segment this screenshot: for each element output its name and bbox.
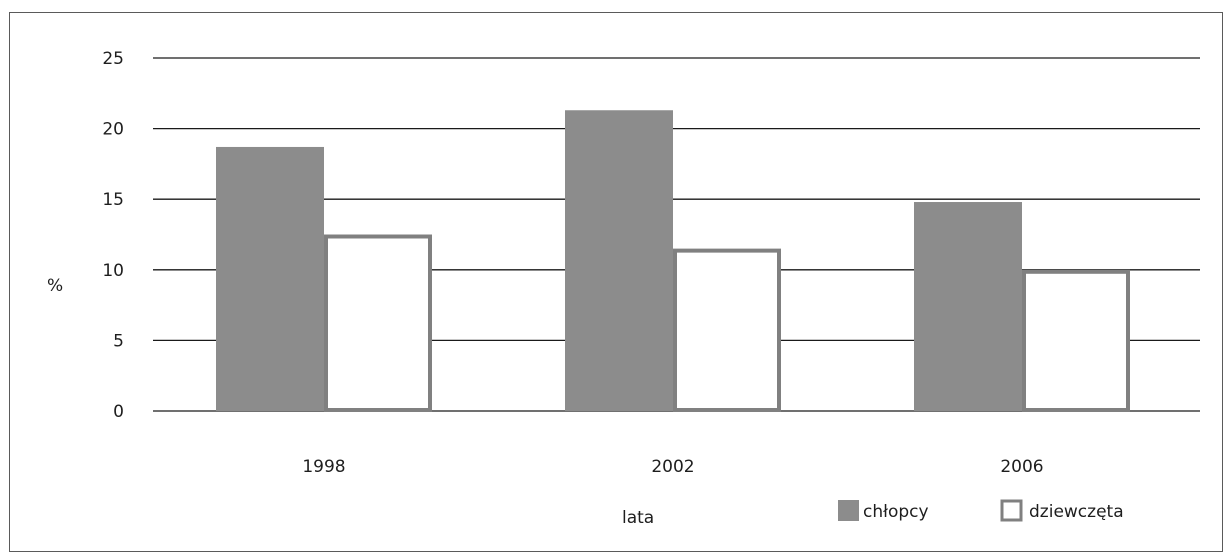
chart-frame: 0 5 10 15 20 25 1998 2002 2006 % lata chłopcy d… [9, 12, 1223, 552]
bar-chlopcy-2002 [565, 110, 673, 411]
legend-label-dziewczeta: dziewczęta [1029, 502, 1124, 522]
y-tick-label: 25 [102, 49, 124, 69]
x-tick-label: 2006 [1000, 457, 1043, 477]
y-tick-label: 0 [113, 402, 124, 422]
legend: chłopcy dziewczęta [838, 499, 1124, 522]
x-tick-label: 1998 [302, 457, 345, 477]
bar-chlopcy-1998 [216, 146, 324, 411]
y-tick-label: 10 [102, 261, 124, 281]
y-axis-label: % [47, 276, 63, 296]
y-tick-labels: 0 5 10 15 20 25 [102, 49, 124, 422]
bar-chlopcy-2006 [914, 202, 1022, 411]
x-axis-label: lata [622, 508, 654, 528]
x-tick-labels: 1998 2002 2006 [302, 457, 1043, 477]
bars [216, 110, 1130, 412]
y-tick-label: 15 [102, 190, 124, 210]
bar-dziewczeta-2002 [673, 248, 781, 412]
legend-label-chlopcy: chłopcy [863, 502, 929, 522]
legend-swatch-chlopcy [838, 500, 859, 521]
bar-dziewczeta-2006 [1022, 269, 1130, 412]
bar-dziewczeta-1998 [324, 234, 432, 412]
legend-swatch-dziewczeta [1000, 499, 1023, 522]
y-tick-label: 20 [102, 120, 124, 140]
x-tick-label: 2002 [651, 457, 694, 477]
bar-chart: 0 5 10 15 20 25 1998 2002 2006 % lata chłopcy d… [47, 49, 1200, 528]
y-tick-label: 5 [113, 331, 124, 351]
